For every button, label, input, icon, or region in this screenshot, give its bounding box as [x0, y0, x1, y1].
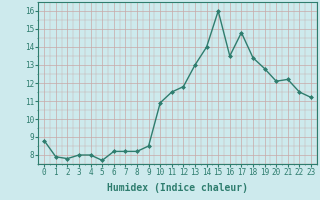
X-axis label: Humidex (Indice chaleur): Humidex (Indice chaleur)	[107, 183, 248, 193]
